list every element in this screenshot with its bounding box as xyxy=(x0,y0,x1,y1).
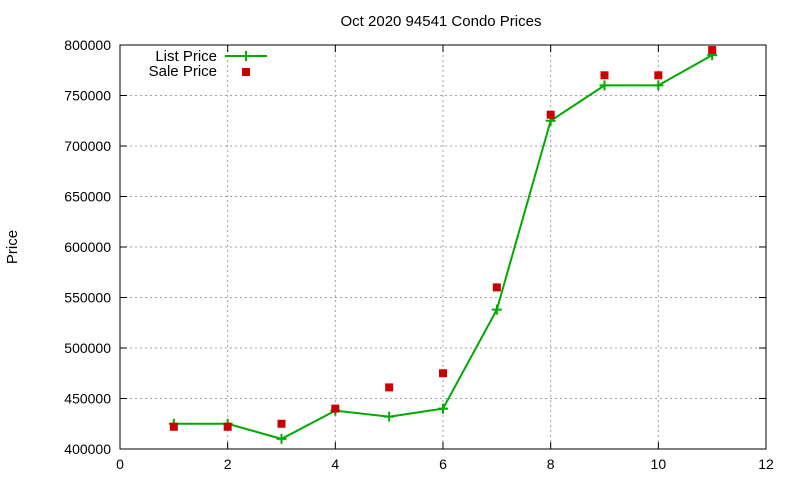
x-tick-label: 10 xyxy=(651,456,667,472)
list-price-point xyxy=(653,80,664,91)
list-price-point xyxy=(438,403,448,414)
sale-price-point xyxy=(439,369,447,378)
y-tick-label: 800000 xyxy=(64,37,111,53)
series-layer xyxy=(168,46,718,444)
x-tick-label: 2 xyxy=(224,456,232,472)
x-tick-label: 4 xyxy=(331,456,339,472)
x-tick-label: 12 xyxy=(758,456,774,472)
sale-price-point xyxy=(600,71,609,80)
sale-price-point xyxy=(492,283,501,292)
y-tick-label: 600000 xyxy=(64,239,111,255)
y-tick-label: 500000 xyxy=(64,340,111,356)
sale-price-point xyxy=(331,404,340,413)
y-tick-label: 700000 xyxy=(64,138,111,154)
grid xyxy=(120,45,766,449)
legend-label-list-price: List Price xyxy=(155,48,217,65)
y-tick-label: 400000 xyxy=(64,441,111,457)
y-axis-title: Price xyxy=(4,230,21,264)
y-tick-label: 750000 xyxy=(64,88,111,104)
sale-price-point xyxy=(385,383,394,392)
x-tick-label: 0 xyxy=(116,456,124,472)
legend: List Price Sale Price xyxy=(149,48,267,80)
sale-price-point xyxy=(708,46,717,55)
legend-marker-list-price xyxy=(241,51,251,61)
y-tick-label: 650000 xyxy=(64,189,111,205)
x-axis: 0 2 4 6 8 10 12 xyxy=(116,45,774,472)
y-tick-label: 450000 xyxy=(64,391,111,407)
x-tick-label: 8 xyxy=(547,456,555,472)
list-price-point xyxy=(599,80,610,91)
x-tick-label: 6 xyxy=(439,456,447,472)
sale-price-point xyxy=(169,422,178,431)
y-tick-label: 550000 xyxy=(64,290,111,306)
chart-title: Oct 2020 94541 Condo Prices xyxy=(341,13,542,30)
sale-price-point xyxy=(546,110,555,119)
legend-marker-sale-price xyxy=(242,68,250,76)
y-axis: 400000 450000 500000 550000 600000 650000 7000… xyxy=(64,37,766,457)
legend-label-sale-price: Sale Price xyxy=(149,63,217,80)
sale-price-point xyxy=(277,419,286,428)
sale-price-point xyxy=(654,71,663,80)
sale-price-point xyxy=(223,422,232,431)
list-price-point xyxy=(276,433,287,444)
list-price-point xyxy=(491,304,502,315)
list-price-point xyxy=(384,411,395,422)
